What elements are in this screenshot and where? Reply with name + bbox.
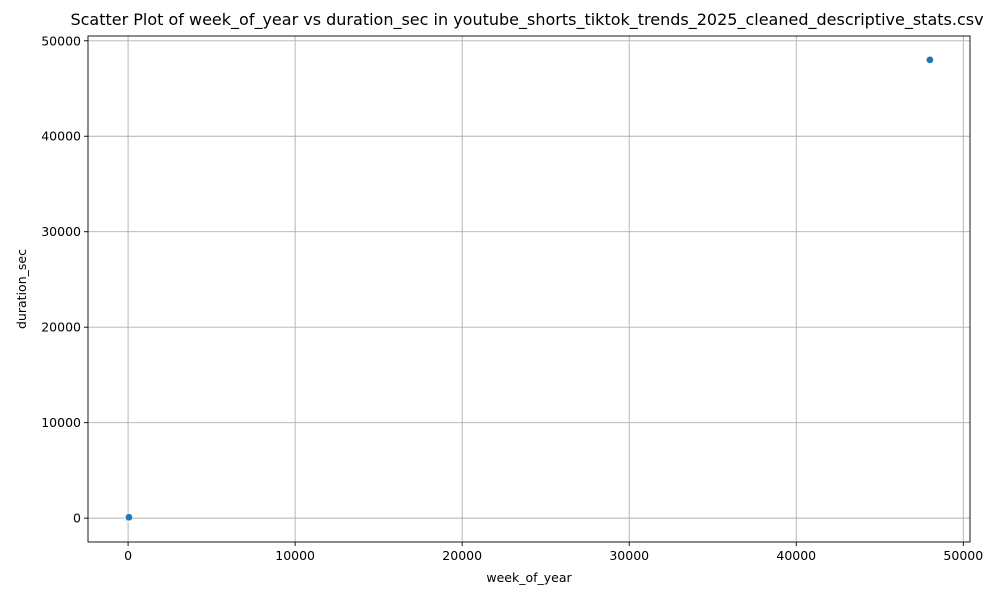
x-tick-label: 0 <box>124 548 132 563</box>
y-tick-label: 40000 <box>41 129 81 144</box>
y-tick-label: 20000 <box>41 320 81 335</box>
y-axis-ticks: 0 10000 20000 30000 40000 50000 <box>41 33 88 526</box>
chart-title: Scatter Plot of week_of_year vs duration… <box>70 10 983 30</box>
scatter-point <box>125 513 133 522</box>
x-axis-ticks: 0 10000 20000 30000 40000 50000 <box>124 542 983 563</box>
scatter-point <box>926 56 934 64</box>
x-tick-label: 10000 <box>275 548 315 563</box>
y-tick-label: 50000 <box>41 33 81 48</box>
x-tick-label: 20000 <box>442 548 482 563</box>
x-tick-label: 40000 <box>776 548 816 563</box>
grid-lines <box>88 36 970 542</box>
data-points <box>124 56 934 522</box>
y-tick-label: 30000 <box>41 224 81 239</box>
x-tick-label: 50000 <box>943 548 983 563</box>
plot-frame <box>87 35 971 543</box>
y-tick-label: 10000 <box>41 415 81 430</box>
x-axis-label: week_of_year <box>486 570 572 585</box>
y-axis-label: duration_sec <box>14 249 29 329</box>
x-tick-label: 30000 <box>609 548 649 563</box>
y-tick-label: 0 <box>73 511 81 526</box>
